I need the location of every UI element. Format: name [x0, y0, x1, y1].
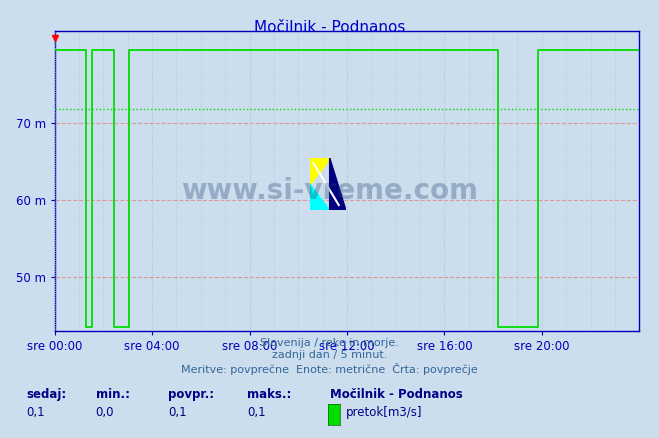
Text: Meritve: povprečne  Enote: metrične  Črta: povprečje: Meritve: povprečne Enote: metrične Črta:… [181, 363, 478, 374]
Text: pretok[m3/s]: pretok[m3/s] [346, 406, 422, 420]
Text: min.:: min.: [96, 388, 130, 401]
Text: zadnji dan / 5 minut.: zadnji dan / 5 minut. [272, 350, 387, 360]
Text: povpr.:: povpr.: [168, 388, 214, 401]
Text: sedaj:: sedaj: [26, 388, 67, 401]
Polygon shape [330, 158, 346, 210]
Text: Močilnik - Podnanos: Močilnik - Podnanos [330, 388, 462, 401]
Text: Slovenija / reke in morje.: Slovenija / reke in morje. [260, 338, 399, 348]
Polygon shape [310, 184, 330, 210]
Text: 0,1: 0,1 [247, 406, 266, 420]
Text: 0,1: 0,1 [168, 406, 186, 420]
Text: Močilnik - Podnanos: Močilnik - Podnanos [254, 20, 405, 35]
Text: 0,1: 0,1 [26, 406, 45, 420]
Text: www.si-vreme.com: www.si-vreme.com [181, 177, 478, 205]
Text: maks.:: maks.: [247, 388, 291, 401]
Polygon shape [310, 158, 330, 184]
Text: 0,0: 0,0 [96, 406, 114, 420]
